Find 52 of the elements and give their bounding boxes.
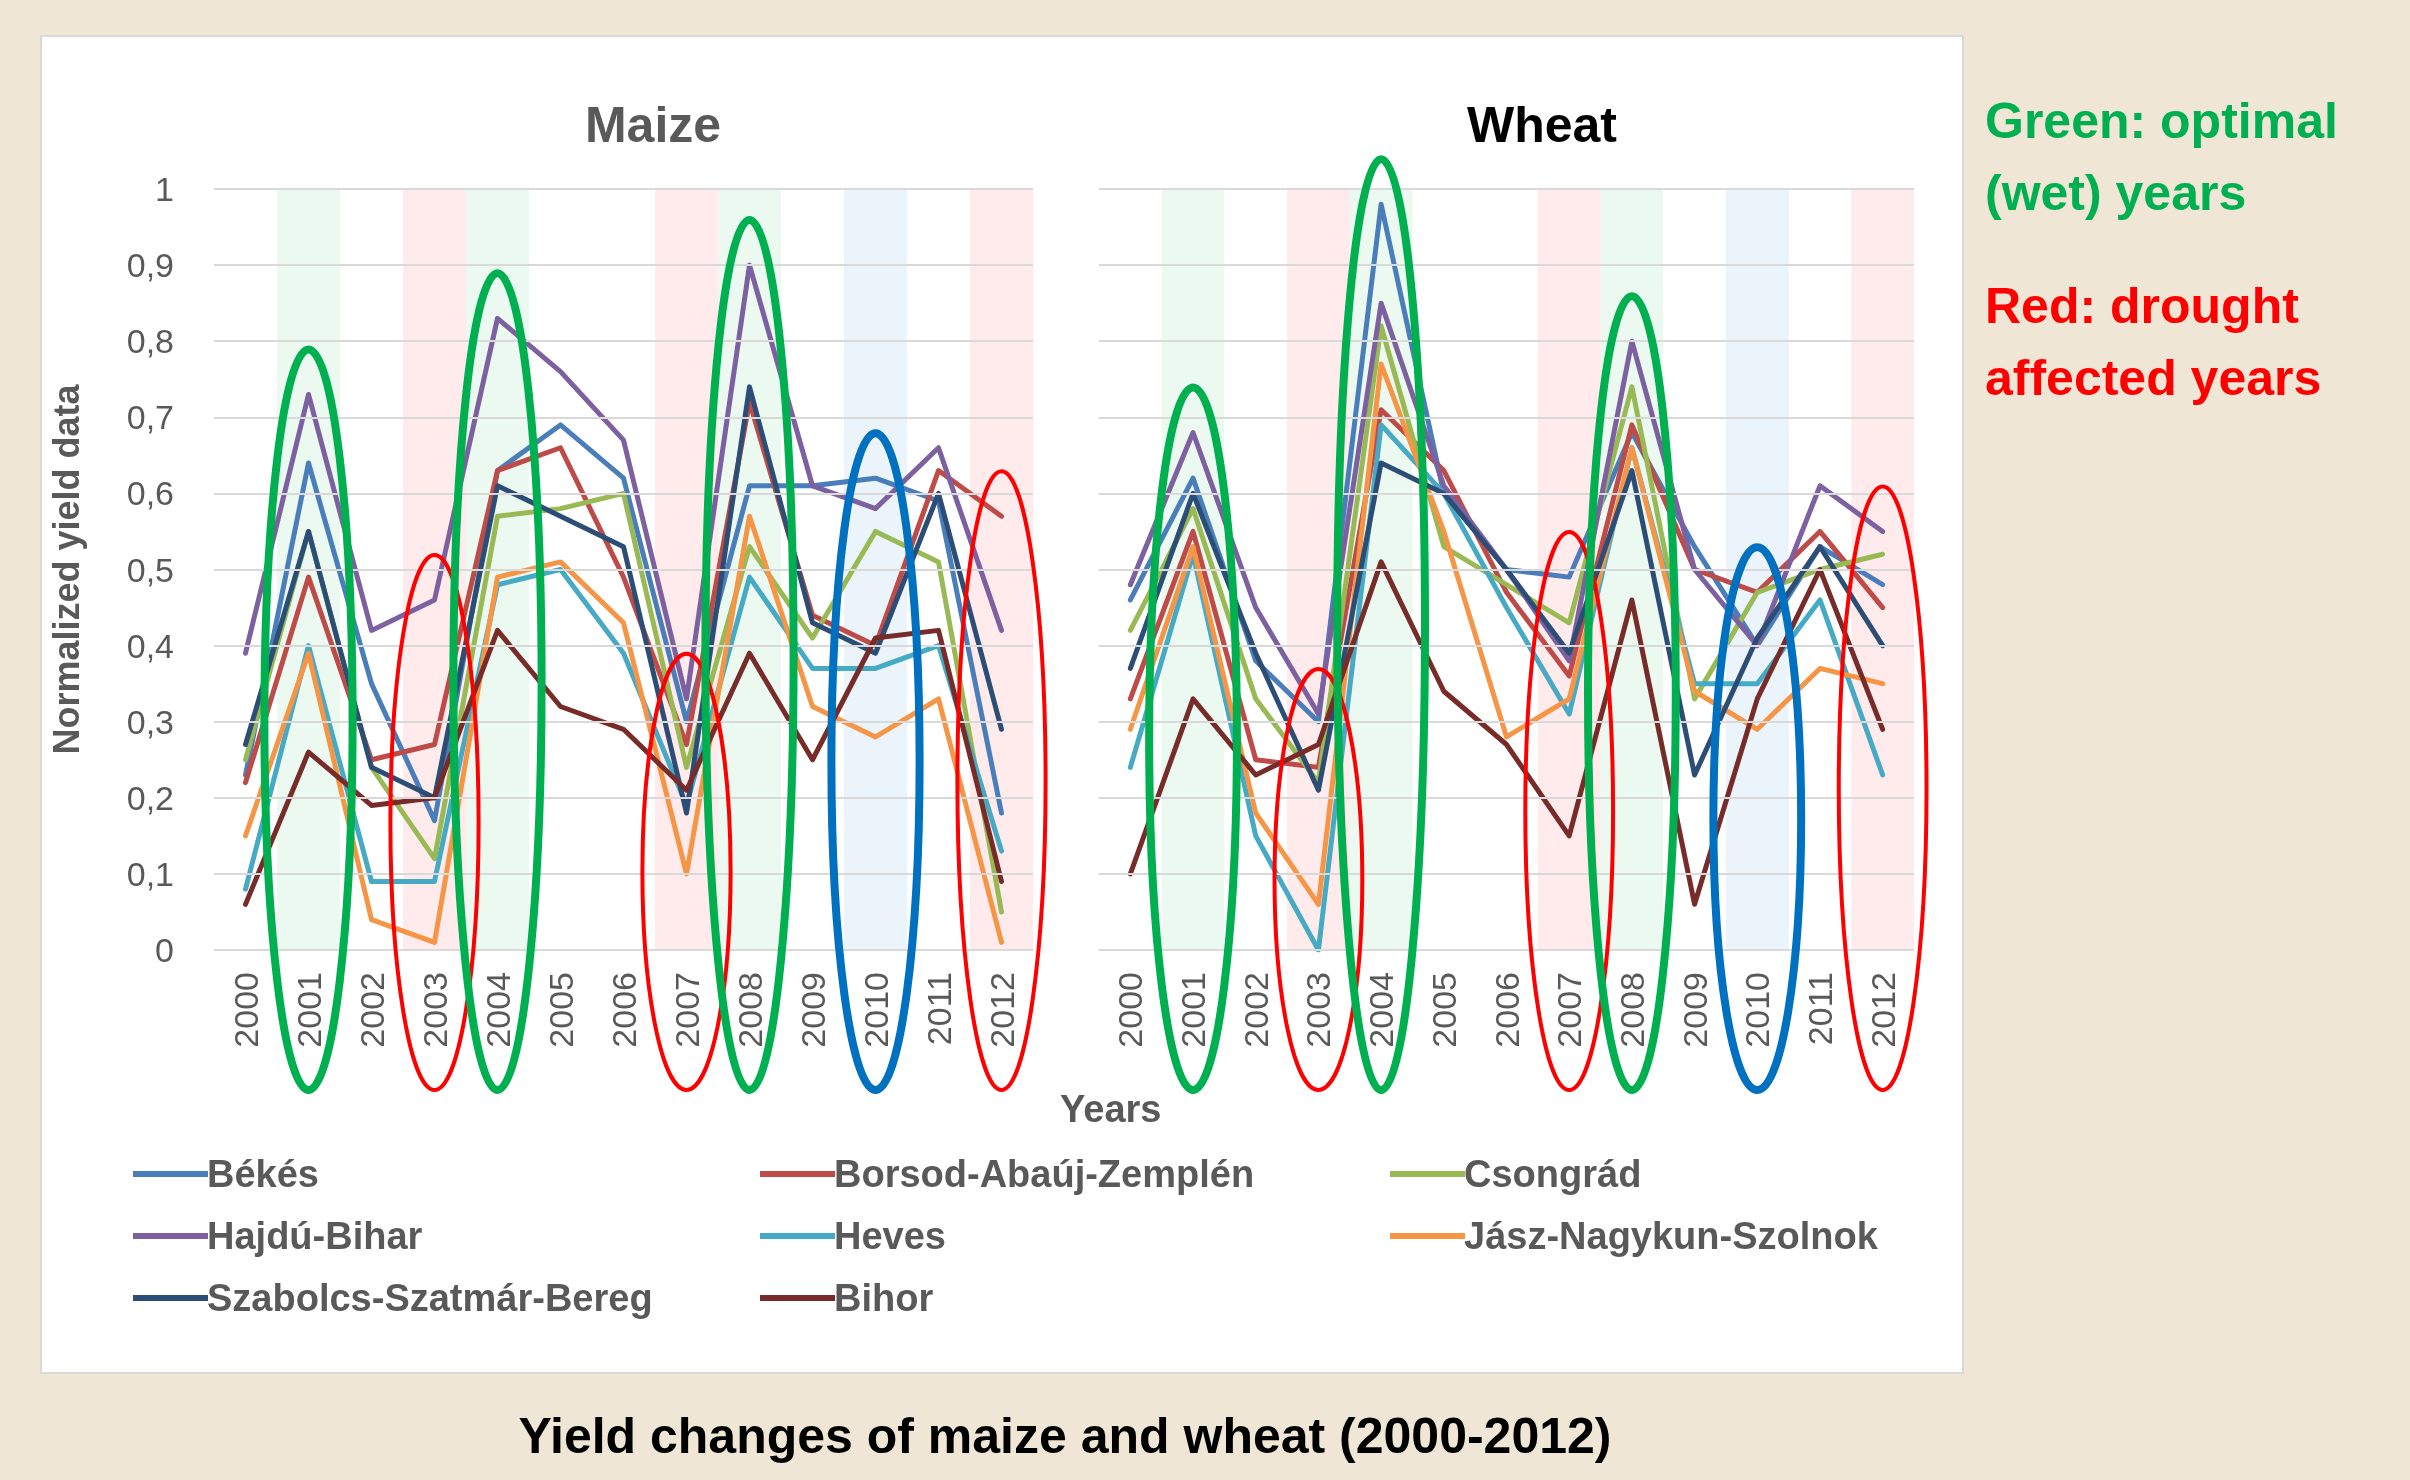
x-tick-label: 2003 [1299,972,1338,1048]
y-tick-label: 0,3 [126,702,174,741]
legend-label: Csongrád [1464,1153,1642,1195]
x-tick-label: 2005 [541,972,580,1048]
legend-label: Borsod-Abaúj-Zemplén [834,1153,1255,1195]
y-axis-title: Normalized yield data [45,383,87,755]
x-tick-label: 2011 [919,972,958,1046]
x-tick-label: 2006 [604,972,643,1048]
x-tick-label: 2008 [1612,972,1651,1048]
chart-title: Wheat [1467,97,1618,153]
x-tick-label: 2004 [478,972,517,1048]
legend-label: Bihor [834,1277,934,1319]
y-tick-label: 0,6 [126,474,174,513]
y-tick-label: 0,7 [126,398,174,437]
x-tick-label: 2007 [667,972,706,1048]
text: Red: drought affected years [1985,277,2323,408]
x-tick-label: 2011 [1800,972,1839,1046]
x-tick-label: 2005 [1424,972,1463,1048]
x-tick-label: 2000 [1111,972,1150,1048]
x-tick-label: 2010 [856,972,895,1048]
text: Green: optimal (wet) years [1985,92,2339,223]
legend-label: Békés [207,1153,319,1195]
y-tick-label: 0,9 [126,246,174,285]
x-tick-label: 2012 [1863,972,1902,1048]
x-tick-label: 2001 [1174,972,1213,1048]
y-tick-label: 1 [155,170,174,208]
x-tick-label: 2004 [1362,972,1401,1048]
y-tick-label: 0,4 [126,626,174,665]
chart-title: Maize [584,97,722,153]
legend-label: Hajdú-Bihar [207,1215,423,1257]
x-tick-label: 2002 [352,972,391,1048]
y-tick-label: 0,8 [126,322,174,361]
x-axis-title: Years [1059,1088,1162,1130]
x-tick-label: 2001 [289,972,328,1048]
x-tick-label: 2009 [793,972,832,1048]
x-tick-label: 2012 [982,972,1021,1048]
x-tick-label: 2003 [415,972,454,1048]
y-tick-label: 0,5 [126,550,174,589]
x-tick-label: 2009 [1675,972,1714,1048]
legend-label: Heves [834,1215,946,1257]
x-tick-label: 2008 [730,972,769,1048]
y-tick-label: 0 [155,931,174,969]
x-tick-label: 2006 [1487,972,1526,1048]
x-tick-label: 2002 [1236,972,1275,1048]
x-tick-label: 2007 [1550,972,1589,1048]
x-tick-label: 2010 [1738,972,1777,1048]
text: Yield changes of maize and wheat (2000-2012) [517,1407,1613,1466]
y-tick-label: 0,1 [126,854,174,893]
legend-label: Jász-Nagykun-Szolnok [1464,1215,1879,1257]
legend-label: Szabolcs-Szatmár-Bereg [207,1277,653,1319]
y-tick-label: 0,2 [126,778,174,817]
x-tick-label: 2000 [226,972,265,1048]
